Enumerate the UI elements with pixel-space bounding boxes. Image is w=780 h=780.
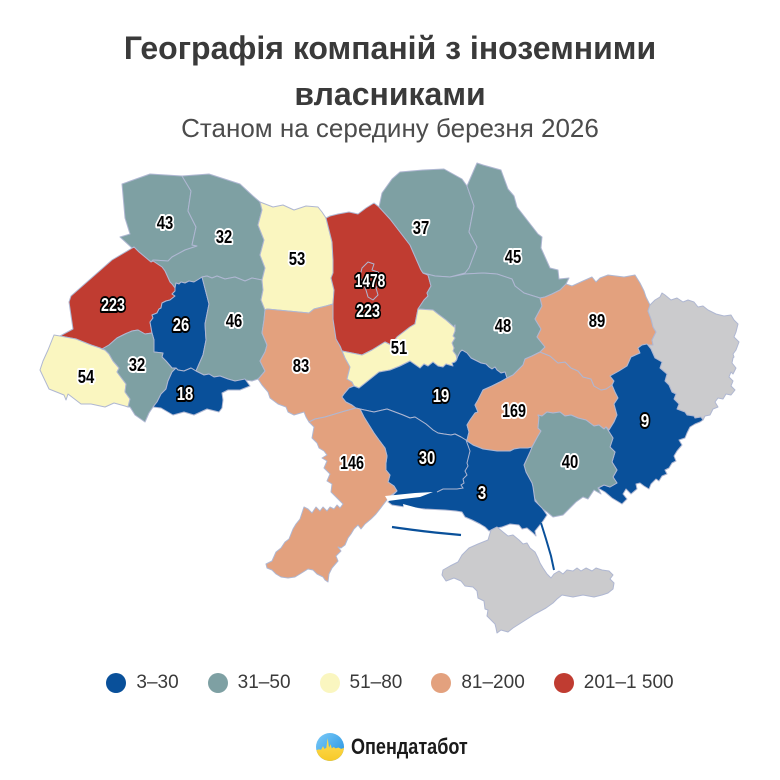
svg-text:30: 30 — [419, 448, 436, 468]
svg-text:40: 40 — [562, 452, 579, 472]
svg-text:9: 9 — [641, 411, 650, 431]
svg-text:169: 169 — [502, 401, 526, 421]
svg-text:18: 18 — [177, 384, 194, 404]
svg-text:1478: 1478 — [355, 271, 386, 291]
svg-text:46: 46 — [226, 311, 243, 331]
svg-text:89: 89 — [589, 311, 606, 331]
svg-text:146: 146 — [340, 453, 364, 473]
svg-text:48: 48 — [495, 316, 512, 336]
svg-text:19: 19 — [433, 386, 450, 406]
svg-text:223: 223 — [356, 301, 380, 321]
svg-text:45: 45 — [505, 247, 522, 267]
svg-text:83: 83 — [293, 356, 310, 376]
svg-text:37: 37 — [413, 218, 430, 238]
svg-text:3: 3 — [478, 483, 487, 503]
svg-text:43: 43 — [157, 213, 174, 233]
svg-text:32: 32 — [216, 227, 233, 247]
svg-text:54: 54 — [78, 367, 95, 387]
svg-text:53: 53 — [289, 249, 306, 269]
svg-text:26: 26 — [173, 315, 190, 335]
svg-text:32: 32 — [129, 355, 146, 375]
svg-text:223: 223 — [101, 295, 125, 315]
svg-text:51: 51 — [391, 338, 408, 358]
